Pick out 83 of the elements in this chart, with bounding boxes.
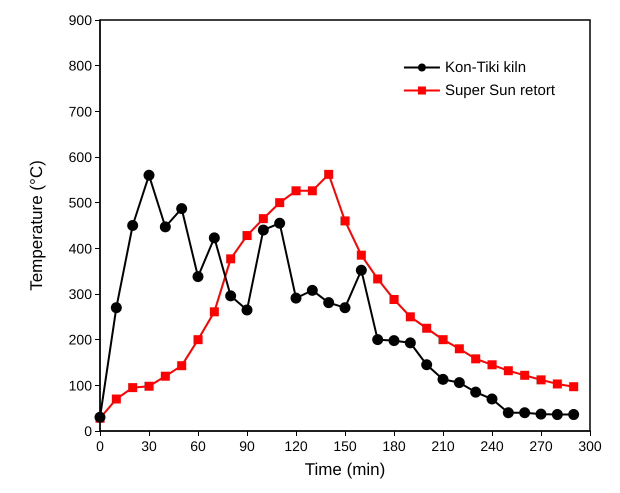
x-tick-label: 60 bbox=[190, 438, 206, 454]
point bbox=[388, 335, 400, 346]
point bbox=[372, 334, 384, 346]
point bbox=[127, 220, 138, 231]
y-tick-label: 100 bbox=[68, 377, 92, 394]
point bbox=[208, 232, 220, 244]
x-axis-title: Time (min) bbox=[304, 460, 386, 479]
point bbox=[536, 408, 546, 420]
x-tick-label: 30 bbox=[141, 438, 157, 454]
point bbox=[308, 186, 317, 196]
point bbox=[290, 292, 302, 304]
legend-label: Kon-Tiki kiln bbox=[444, 59, 526, 76]
x-tick-label: 270 bbox=[529, 438, 553, 454]
x-tick-label: 240 bbox=[480, 438, 504, 454]
x-tick-label: 210 bbox=[431, 438, 455, 454]
y-tick-label: 500 bbox=[68, 194, 92, 211]
point bbox=[404, 337, 416, 348]
x-tick-label: 0 bbox=[96, 438, 104, 454]
y-axis-title: Temperature (°C) bbox=[27, 160, 46, 291]
point bbox=[390, 294, 398, 304]
point bbox=[242, 231, 252, 240]
point bbox=[421, 359, 432, 370]
y-tick-label: 800 bbox=[68, 58, 92, 74]
y-tick-label: 200 bbox=[68, 332, 92, 348]
point bbox=[292, 186, 300, 196]
point bbox=[519, 407, 530, 418]
point bbox=[340, 216, 350, 226]
y-tick-label: 400 bbox=[68, 240, 92, 256]
point bbox=[275, 198, 284, 208]
point bbox=[258, 224, 269, 236]
point bbox=[177, 361, 186, 370]
point bbox=[226, 254, 236, 264]
point bbox=[210, 307, 219, 316]
point bbox=[373, 274, 382, 284]
point bbox=[454, 377, 465, 388]
point bbox=[144, 382, 154, 391]
point bbox=[323, 297, 334, 308]
x-tick-label: 150 bbox=[333, 438, 357, 454]
point bbox=[568, 409, 580, 420]
point bbox=[569, 382, 578, 392]
y-tick-label: 900 bbox=[68, 12, 92, 28]
y-tick-label: 700 bbox=[68, 103, 92, 120]
point bbox=[128, 383, 138, 392]
point bbox=[306, 284, 318, 296]
point bbox=[356, 250, 366, 260]
point bbox=[471, 354, 480, 364]
point bbox=[552, 379, 562, 388]
point bbox=[110, 302, 122, 314]
point bbox=[242, 304, 252, 316]
point bbox=[225, 290, 236, 302]
x-tick-label: 90 bbox=[239, 438, 255, 454]
point bbox=[340, 302, 350, 314]
point bbox=[454, 344, 464, 354]
x-tick-label: 120 bbox=[284, 438, 308, 454]
point bbox=[520, 370, 530, 380]
point bbox=[438, 335, 448, 344]
point bbox=[504, 366, 513, 376]
point bbox=[488, 360, 496, 370]
point bbox=[112, 394, 121, 404]
x-tick-label: 180 bbox=[382, 438, 406, 454]
point bbox=[324, 170, 334, 179]
point bbox=[536, 375, 546, 384]
point bbox=[356, 264, 367, 276]
point bbox=[144, 170, 154, 181]
point bbox=[274, 218, 286, 229]
point bbox=[160, 372, 170, 381]
point bbox=[552, 409, 563, 420]
point bbox=[486, 394, 498, 405]
legend-label: Super Sun retort bbox=[444, 82, 556, 99]
point bbox=[422, 324, 432, 333]
x-tick-label: 300 bbox=[578, 438, 602, 454]
y-tick-label: 0 bbox=[84, 423, 92, 439]
point bbox=[502, 407, 514, 418]
y-tick-label: 300 bbox=[68, 286, 92, 302]
point bbox=[192, 271, 204, 282]
point bbox=[258, 214, 268, 224]
point bbox=[160, 221, 171, 232]
point bbox=[438, 374, 448, 385]
point bbox=[470, 386, 482, 398]
point bbox=[406, 312, 415, 322]
y-tick-label: 600 bbox=[68, 149, 92, 165]
point bbox=[194, 335, 202, 344]
point bbox=[176, 203, 188, 214]
